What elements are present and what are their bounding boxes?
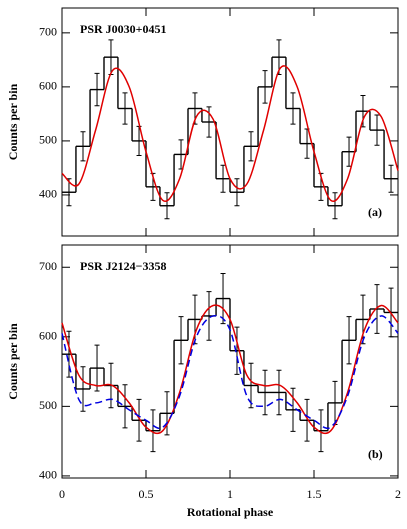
error-bar [94, 344, 100, 392]
error-bar [276, 369, 282, 416]
y-tick-label: 600 [39, 329, 57, 343]
plot-frame [61, 7, 399, 237]
error-bar [318, 409, 324, 453]
error-bar [164, 192, 170, 220]
error-bar [262, 369, 268, 416]
error-bar [374, 284, 380, 334]
error-bar [80, 131, 86, 162]
error-bar [220, 273, 226, 325]
error-bar [290, 387, 296, 432]
error-bar [178, 316, 184, 365]
fit-curve [61, 304, 399, 435]
y-tick-label: 500 [39, 133, 57, 147]
x-tick-label: 1 [227, 487, 233, 501]
error-bar [136, 398, 142, 442]
error-bar [164, 391, 170, 436]
x-tick-label: 2 [395, 487, 401, 501]
error-bar [220, 164, 226, 193]
error-bar [290, 92, 296, 125]
y-axis-label: Counts per bin [6, 323, 20, 400]
panel-title: PSR J2124−3358 [80, 259, 167, 273]
x-tick-label: 1.5 [307, 487, 322, 501]
error-bar [346, 316, 352, 365]
error-bar [248, 131, 254, 162]
error-bar [234, 326, 240, 375]
error-bar [66, 330, 72, 378]
error-bar [332, 192, 338, 220]
error-bar [262, 70, 268, 104]
fit-curve [61, 314, 399, 430]
panel-annotation: (a) [368, 205, 382, 219]
error-bar [150, 409, 156, 453]
error-bar [94, 72, 100, 107]
error-bar [234, 178, 240, 207]
x-tick-label: 0 [59, 487, 65, 501]
y-tick-label: 700 [39, 259, 57, 273]
error-bar [374, 114, 380, 146]
plot-frame [61, 244, 399, 479]
y-axis-label: Counts per bin [6, 83, 20, 160]
error-bar [304, 398, 310, 442]
error-bar [122, 92, 128, 125]
error-bar [388, 164, 394, 193]
error-bar [122, 384, 128, 429]
fit-curve [61, 65, 399, 203]
y-tick-label: 700 [39, 25, 57, 39]
error-bar [206, 291, 212, 341]
y-tick-label: 400 [39, 468, 57, 482]
x-axis-label: Rotational phase [187, 505, 274, 519]
error-bar [248, 362, 254, 409]
error-bar [206, 106, 212, 138]
y-tick-label: 400 [39, 187, 57, 201]
error-bar [80, 366, 86, 412]
panel-title: PSR J0030+0451 [80, 22, 167, 36]
panel-annotation: (b) [368, 447, 383, 461]
y-tick-label: 600 [39, 79, 57, 93]
y-tick-label: 500 [39, 398, 57, 412]
x-tick-label: 0.5 [139, 487, 154, 501]
